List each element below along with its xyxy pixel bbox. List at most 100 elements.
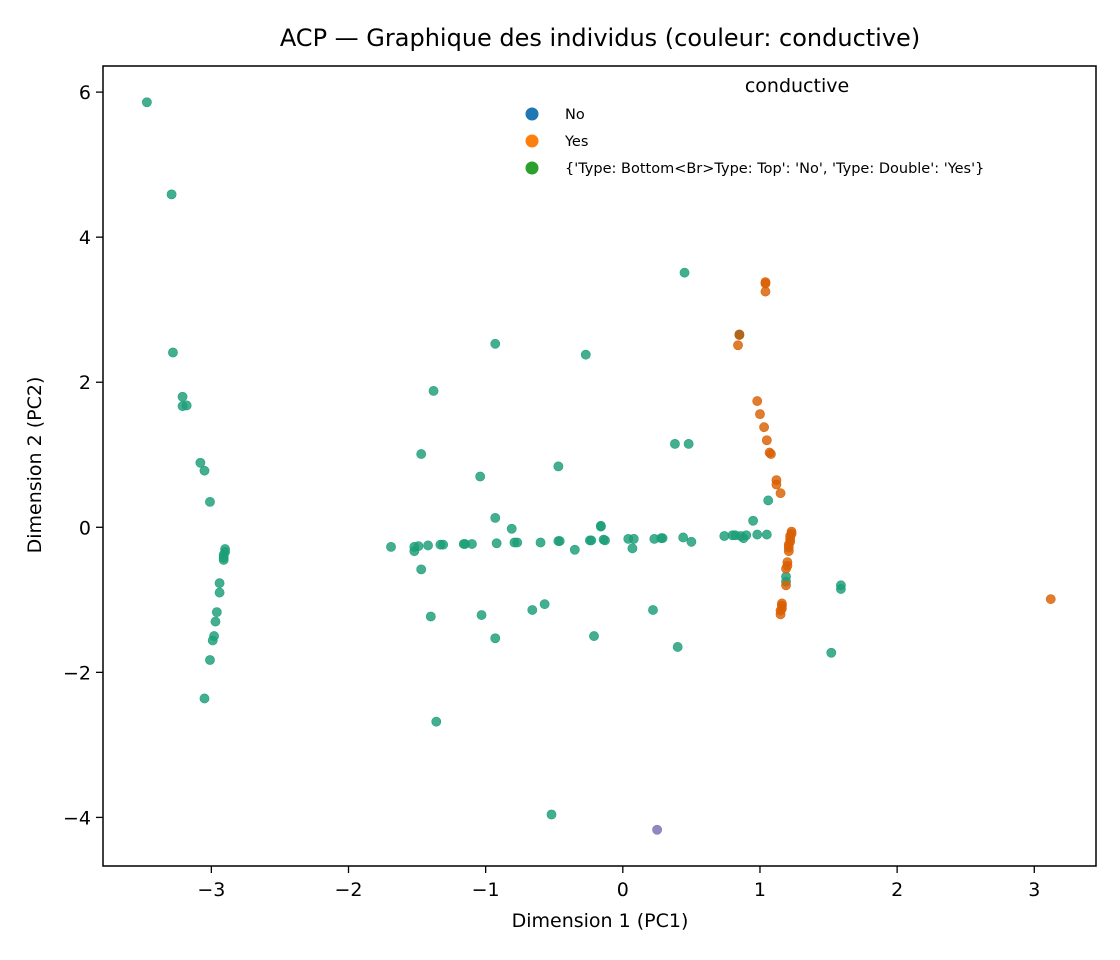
data-point (589, 631, 599, 641)
data-point (211, 607, 222, 618)
x-tick-label: −1 (472, 879, 500, 901)
data-point (475, 471, 486, 482)
data-point (781, 563, 791, 574)
data-point (467, 539, 477, 549)
data-point (181, 400, 192, 411)
y-tick-label: 4 (79, 227, 91, 249)
legend-entries: No Yes {'Type: Bottom<Br>Type: Top': 'No',… (525, 107, 984, 177)
data-point (595, 521, 606, 532)
data-point (207, 635, 218, 646)
data-point (210, 616, 221, 627)
data-point (683, 438, 694, 449)
data-point (752, 529, 763, 540)
x-tick-label: −3 (197, 879, 225, 901)
data-point (199, 693, 210, 704)
y-axis-label: Dimension 2 (PC2) (24, 377, 46, 554)
data-point (748, 515, 759, 526)
data-point (490, 512, 501, 523)
data-point (423, 540, 433, 551)
data-point (554, 536, 565, 546)
data-point (490, 633, 501, 644)
data-point (168, 347, 178, 358)
legend-entry-label: Yes (564, 134, 588, 150)
data-point (205, 497, 215, 507)
y-tick-label: 0 (79, 517, 91, 539)
data-point (781, 580, 791, 591)
data-point (218, 555, 229, 565)
x-tick-label: 2 (891, 879, 903, 901)
data-point (775, 488, 786, 499)
data-point (652, 824, 663, 835)
y-tick-label: −4 (63, 807, 91, 829)
data-point (491, 538, 502, 549)
y-tick-label: 2 (79, 372, 91, 394)
data-point (476, 610, 487, 620)
data-point (628, 533, 639, 544)
y-axis-ticks: −4 −2 0 2 4 6 (63, 82, 103, 829)
data-point (763, 495, 774, 506)
data-point (741, 530, 752, 541)
data-point (177, 391, 188, 402)
x-tick-label: 1 (754, 879, 766, 901)
data-point (527, 605, 538, 615)
data-point (539, 599, 550, 610)
data-point (535, 537, 546, 548)
data-point (512, 537, 523, 548)
data-point (826, 647, 837, 658)
data-point (586, 535, 597, 546)
data-point (719, 531, 730, 541)
data-point (569, 544, 580, 555)
data-point (141, 97, 152, 108)
data-point (733, 340, 743, 351)
data-point (428, 386, 439, 396)
data-point (775, 609, 786, 620)
data-point (195, 457, 206, 468)
data-point (546, 809, 557, 820)
axes-frame (102, 65, 1097, 867)
legend-entry-label: {'Type: Bottom<Br>Type: Top': 'No', 'Typ… (565, 161, 984, 177)
data-point (431, 716, 442, 727)
data-point (783, 546, 794, 557)
data-point (214, 578, 225, 589)
x-tick-label: 0 (617, 879, 629, 901)
data-point (760, 286, 771, 297)
legend: conductive No Yes {'Type: Bottom<Br>Type: … (525, 75, 984, 177)
legend-marker (525, 161, 539, 175)
data-point (752, 396, 763, 406)
x-axis-label: Dimension 1 (PC1) (512, 910, 689, 932)
y-tick-label: 6 (79, 82, 91, 104)
data-point (413, 541, 424, 552)
data-point (600, 535, 610, 546)
data-point (199, 465, 210, 476)
data-point (755, 409, 765, 420)
data-point (759, 422, 769, 433)
y-tick-label: −2 (63, 662, 91, 684)
legend-entry-label: No (565, 107, 585, 123)
data-point (771, 479, 782, 490)
data-point (679, 267, 690, 278)
data-point (416, 564, 427, 575)
data-point (761, 435, 772, 446)
data-point (506, 523, 517, 534)
data-point (580, 349, 591, 360)
data-point (835, 584, 846, 594)
data-point (205, 655, 215, 665)
data-point (670, 438, 680, 449)
data-point (490, 338, 501, 349)
legend-marker (525, 107, 539, 121)
data-point (416, 449, 427, 459)
legend-title: conductive (745, 75, 849, 97)
data-point (425, 611, 436, 622)
data-point (438, 539, 449, 550)
data-point (166, 189, 177, 200)
data-point (734, 329, 745, 340)
data-point (766, 449, 776, 459)
data-point (386, 541, 396, 552)
data-point (672, 642, 683, 652)
chart-title: ACP — Graphique des individus (couleur: … (280, 24, 920, 52)
data-point (1045, 594, 1056, 604)
data-point (761, 529, 772, 540)
data-point (648, 605, 658, 615)
legend-marker (525, 134, 539, 148)
